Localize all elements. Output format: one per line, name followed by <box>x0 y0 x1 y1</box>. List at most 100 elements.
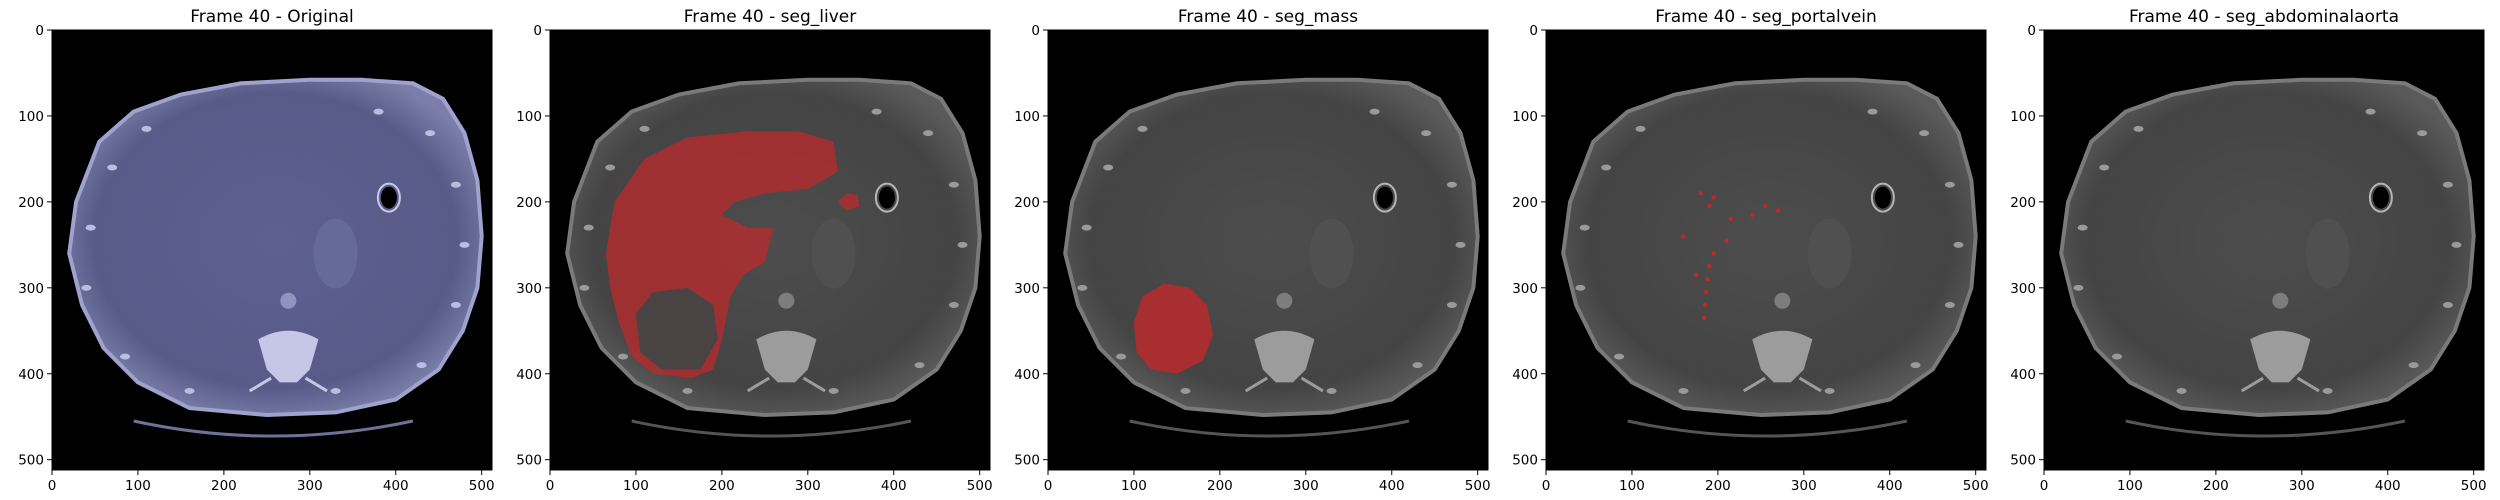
rib-segment <box>2133 125 2144 132</box>
rib-segment <box>948 181 959 188</box>
portal-vein-mask-point <box>1775 208 1781 213</box>
y-tick-label: 100 <box>1014 109 1040 125</box>
x-tick-label: 100 <box>125 478 151 494</box>
axes-frame <box>549 29 991 471</box>
rib-segment <box>2099 164 2110 171</box>
vertebra-process <box>248 376 328 393</box>
gas-pocket <box>1874 186 1891 209</box>
x-tick-label: 500 <box>2461 478 2487 494</box>
rib-segment <box>120 353 131 360</box>
y-tick-label: 300 <box>1512 281 1538 297</box>
rib-segment <box>1103 164 1114 171</box>
x-tick-label: 400 <box>881 478 907 494</box>
y-tick-label: 200 <box>1512 195 1538 211</box>
rib-segment <box>2112 353 2123 360</box>
liver-mask-island <box>837 193 860 211</box>
y-tick-label: 200 <box>18 195 44 211</box>
portal-vein-mask-point <box>1702 302 1708 308</box>
x-tick-label: 200 <box>1705 478 1731 494</box>
y-tick-label: 500 <box>1512 453 1538 469</box>
x-tick-label: 400 <box>1379 478 1405 494</box>
y-tick-label: 500 <box>516 453 542 469</box>
rib-segment <box>1953 241 1964 248</box>
rib-segment <box>2073 284 2084 291</box>
y-tick-label: 200 <box>2010 195 2036 211</box>
x-tick-label: 300 <box>297 478 323 494</box>
rib-segment <box>1116 353 1127 360</box>
gas-pocket <box>380 186 397 209</box>
x-tick-label: 200 <box>1207 478 1233 494</box>
rib-segment <box>1412 362 1423 369</box>
y-tick-label: 500 <box>2010 453 2036 469</box>
x-tick-label: 0 <box>2040 478 2049 494</box>
aorta <box>280 292 297 309</box>
y-tick-label: 0 <box>2027 23 2036 39</box>
rib-segment <box>1919 130 1930 137</box>
gas-pocket <box>1376 186 1393 209</box>
rib-segment <box>2176 387 2187 394</box>
vertebra-process <box>746 376 826 393</box>
soft-tissue <box>1309 218 1354 289</box>
y-tick-label: 400 <box>2010 367 2036 383</box>
rib-segment <box>2442 302 2453 308</box>
rib-segment <box>2417 130 2428 137</box>
x-tick-label: 500 <box>1465 478 1491 494</box>
rib-segment <box>1601 164 1612 171</box>
rib-segment <box>141 125 152 132</box>
y-tick-label: 300 <box>18 281 44 297</box>
rib-segment <box>1910 362 1921 369</box>
vertebra-process <box>1244 376 1324 393</box>
x-tick-label: 300 <box>1791 478 1817 494</box>
stomach-wall <box>1870 182 1895 213</box>
rib-segment <box>1137 125 1148 132</box>
rib-segment <box>2077 224 2088 231</box>
scanner-table-arc <box>631 419 912 438</box>
portal-vein-mask-point <box>1728 216 1733 222</box>
rib-segment <box>1824 387 1835 394</box>
scanner-table-arc <box>133 419 414 438</box>
rib-segment <box>579 284 590 291</box>
portal-vein-mask-point <box>1711 195 1716 200</box>
x-tick-label: 0 <box>1044 478 1053 494</box>
y-tick-label: 400 <box>1014 367 1040 383</box>
vertebra-process <box>2240 376 2320 393</box>
rib-segment <box>1077 284 1088 291</box>
body-cross-section <box>67 77 484 418</box>
rib-segment <box>1369 108 1380 115</box>
rib-segment <box>1944 181 1955 188</box>
portal-vein-mask-point <box>1703 289 1709 295</box>
panel-4: Frame 40 - seg_portalvein 0 100 200 300 400 50… <box>1512 7 1988 494</box>
y-tick-label: 500 <box>18 453 44 469</box>
panel-title: Frame 40 - seg_portalvein <box>1655 7 1877 27</box>
x-tick-label: 100 <box>1619 478 1645 494</box>
axes-frame <box>1047 29 1489 471</box>
panel-title: Frame 40 - seg_liver <box>684 7 857 27</box>
rib-segment <box>828 387 839 394</box>
vertebra <box>1752 330 1813 383</box>
rib-segment <box>373 108 384 115</box>
y-tick-label: 200 <box>1014 195 1040 211</box>
rib-segment <box>450 181 461 188</box>
x-tick-label: 500 <box>1963 478 1989 494</box>
x-tick-label: 400 <box>383 478 409 494</box>
rib-segment <box>1180 387 1191 394</box>
gas-pocket <box>2372 186 2389 209</box>
axes-frame <box>2043 29 2485 471</box>
y-tick-label: 0 <box>35 23 44 39</box>
x-tick-label: 500 <box>469 478 495 494</box>
portal-vein-mask-point <box>1681 234 1686 239</box>
y-tick-label: 0 <box>1031 23 1040 39</box>
rib-segment <box>923 130 934 137</box>
stomach-wall <box>874 182 899 213</box>
y-tick-label: 100 <box>18 109 44 125</box>
rib-segment <box>605 164 616 171</box>
y-tick-label: 100 <box>1512 109 1538 125</box>
aorta <box>2272 292 2289 309</box>
soft-tissue <box>313 218 358 289</box>
rib-segment <box>871 108 882 115</box>
soft-tissue <box>1807 218 1852 289</box>
x-tick-label: 0 <box>1542 478 1551 494</box>
